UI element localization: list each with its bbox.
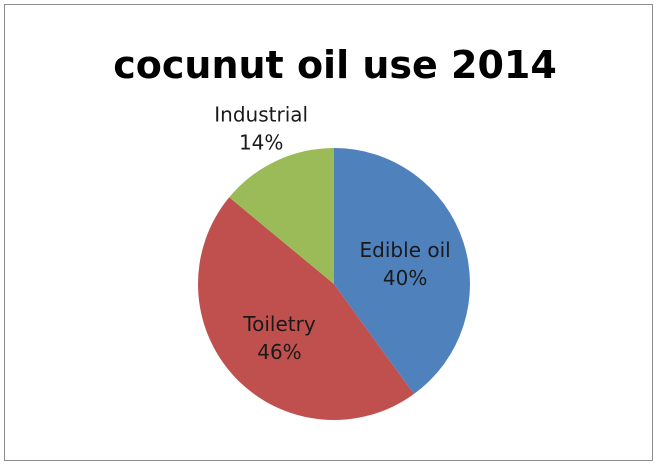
pie-labels: Edible oil 40% Toiletry 46% Industrial 14% (214, 103, 450, 365)
slice-percent-edible-oil: 40% (383, 266, 427, 290)
chart-frame: cocunut oil use 2014 Edible oil 40% Toilet… (4, 4, 653, 461)
pie-chart: cocunut oil use 2014 Edible oil 40% Toilet… (113, 43, 557, 420)
pie-slices (198, 148, 470, 420)
pie-slice-industrial (229, 148, 334, 284)
slice-percent-industrial: 14% (239, 131, 283, 155)
chart-title: cocunut oil use 2014 (113, 43, 557, 87)
slice-label-toiletry: Toiletry (242, 312, 316, 336)
slice-label-industrial: Industrial (214, 103, 308, 127)
pie-slice-edible-oil (334, 148, 470, 395)
slice-label-edible-oil: Edible oil (360, 238, 451, 262)
pie-slice-toiletry (198, 197, 414, 420)
slice-percent-toiletry: 46% (257, 340, 301, 364)
